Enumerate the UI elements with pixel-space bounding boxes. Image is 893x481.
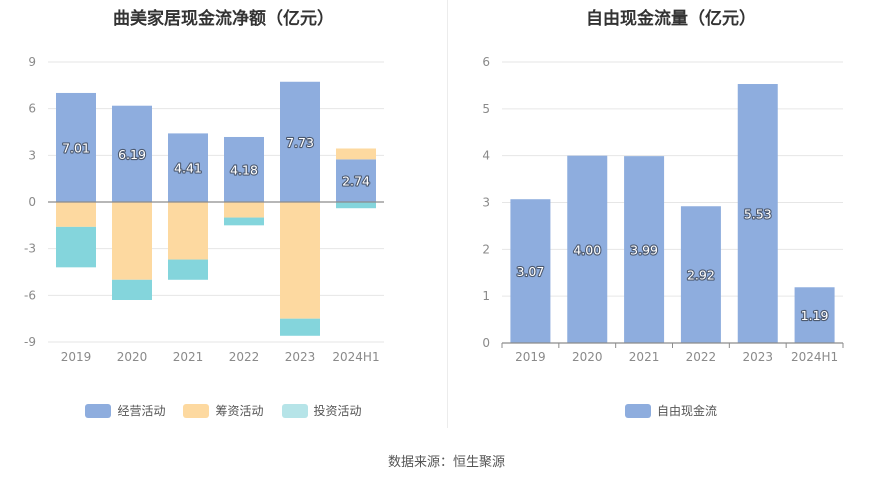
legend-swatch-financing [183, 403, 210, 418]
bar-series-1 [336, 148, 376, 160]
x-category-label: 2019 [515, 350, 546, 364]
x-category-label: 2023 [742, 350, 773, 364]
legend-swatch-investing [281, 403, 308, 418]
legend-label-operating: 经营活动 [117, 404, 166, 418]
x-category-label: 2021 [173, 350, 204, 364]
legend-label-free-cash-flow: 自由现金流 [656, 404, 717, 418]
bar-primary [336, 159, 376, 202]
bar-primary [56, 92, 96, 202]
cashflow-net-chart-panel: 曲美家居现金流净额（亿元） 9 6 3 0 -3 -6 -9 7.01 6.19 4.41 4.18… [0, 0, 447, 430]
legend-item-investing[interactable]: 投资活动 [281, 402, 362, 419]
data-label: 1.19 [801, 308, 829, 323]
bar-series-1 [168, 202, 208, 260]
legend-swatch-free-cash-flow [624, 403, 651, 418]
bar-primary [624, 156, 665, 343]
cashflow-net-chart-title: 曲美家居现金流净额（亿元） [113, 9, 334, 29]
bar-primary [737, 84, 778, 344]
data-label: 4.41 [174, 161, 202, 176]
y-tick-label: -6 [24, 288, 36, 302]
y-tick-label: 4 [482, 149, 490, 163]
data-label: 2.74 [342, 174, 370, 189]
y-tick-label: 6 [28, 102, 36, 116]
data-label: 6.19 [118, 147, 146, 162]
y-tick-label: 3 [482, 196, 490, 210]
legend-swatch-operating [85, 403, 112, 418]
x-category-label: 2023 [285, 350, 316, 364]
data-label: 2.92 [687, 268, 715, 283]
bar-series-1 [112, 202, 152, 280]
bar-primary [794, 287, 835, 343]
bar-series-2 [280, 318, 320, 336]
cashflow-net-chart: 9 6 3 0 -3 -6 -9 7.01 6.19 4.41 4.18 7.73 2.74 2019 20… [24, 55, 384, 364]
x-category-label: 2022 [229, 350, 260, 364]
y-tick-label: 3 [28, 148, 36, 162]
bar-series-2 [336, 202, 376, 209]
x-category-label: 2022 [686, 350, 717, 364]
y-tick-label: 6 [482, 55, 490, 69]
bar-series-2 [224, 217, 264, 226]
data-label: 7.01 [62, 140, 90, 155]
legend-item-free-cash-flow[interactable]: 自由现金流 [624, 402, 717, 419]
bar-series-2 [168, 259, 208, 280]
bar-primary [567, 155, 608, 343]
data-label: 4.18 [230, 162, 258, 177]
x-category-label: 2024H1 [791, 350, 838, 364]
legend-label-financing: 筹资活动 [215, 404, 264, 418]
x-category-label: 2021 [629, 350, 660, 364]
x-category-label: 2020 [572, 350, 603, 364]
free-cash-flow-chart: 6 5 4 3 2 1 0 3.07 4.00 3.99 2.92 5.53 1.19 2019 2020 2… [482, 55, 844, 364]
bar-series-1 [224, 202, 264, 218]
bar-series-2 [56, 226, 96, 268]
data-label: 5.53 [744, 207, 772, 222]
data-label: 3.99 [630, 243, 658, 258]
panel-divider [447, 0, 448, 428]
x-category-label: 2024H1 [332, 350, 379, 364]
data-source-note: 数据来源：恒生聚源 [387, 455, 505, 470]
y-tick-label: 2 [482, 242, 490, 256]
data-label: 7.73 [286, 135, 314, 150]
y-tick-label: 0 [482, 336, 490, 350]
y-tick-label: 9 [28, 55, 36, 69]
legend-item-operating[interactable]: 经营活动 [85, 402, 165, 419]
bar-primary [224, 136, 264, 202]
y-tick-label: 5 [482, 102, 490, 116]
legend-label-investing: 投资活动 [313, 404, 362, 418]
y-tick-label: -3 [24, 242, 36, 256]
bar-series-1 [56, 202, 96, 227]
free-cash-flow-chart-panel: 自由现金流量（亿元） 6 5 4 3 2 1 0 3.07 4.00 3.99 2.92 5.53 1.… [449, 0, 893, 430]
bar-primary [680, 206, 721, 343]
cashflow-net-legend: 经营活动 筹资活动 投资活动 [0, 402, 447, 419]
x-category-label: 2019 [61, 350, 92, 364]
y-tick-label: 1 [482, 289, 490, 303]
bar-primary [510, 199, 551, 343]
y-tick-label: -9 [24, 335, 36, 349]
y-tick-label: 0 [28, 195, 36, 209]
bar-primary [280, 81, 320, 202]
free-cash-flow-chart-title: 自由现金流量（亿元） [586, 9, 756, 29]
bar-series-2 [112, 279, 152, 300]
free-cash-flow-legend: 自由现金流 [449, 402, 893, 419]
bar-primary [168, 133, 208, 202]
data-label: 3.07 [516, 264, 544, 279]
x-category-label: 2020 [117, 350, 148, 364]
bar-primary [112, 105, 152, 202]
data-label: 4.00 [573, 242, 601, 257]
legend-item-financing[interactable]: 筹资活动 [183, 402, 264, 419]
bar-series-1 [280, 202, 320, 319]
